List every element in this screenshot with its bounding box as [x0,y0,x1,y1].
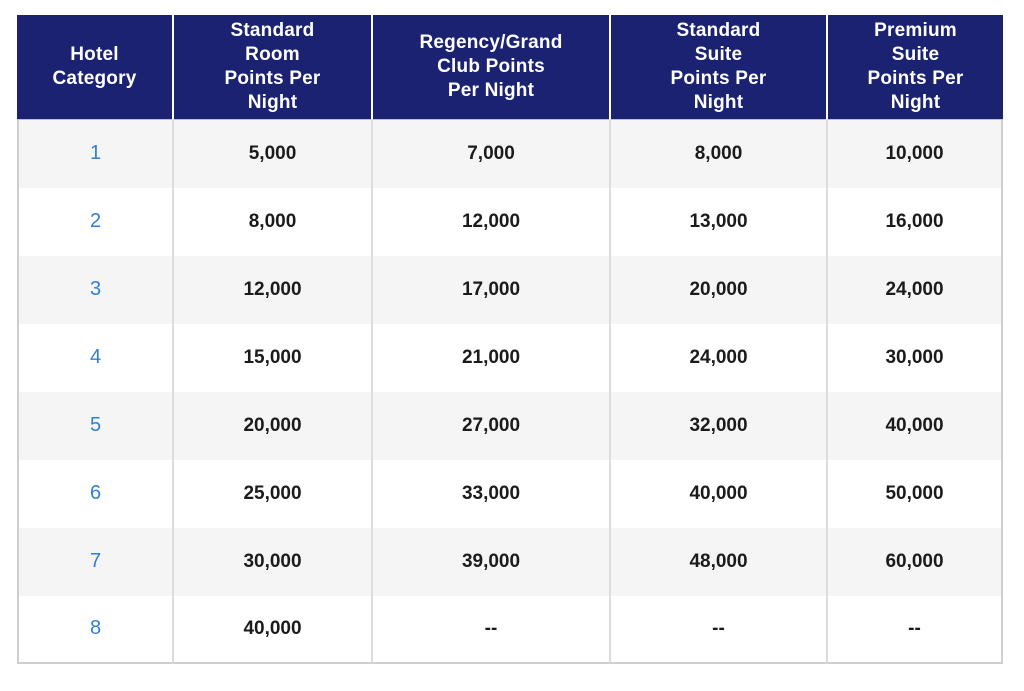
standard-room-points-cell: 25,000 [172,459,371,528]
standard-suite-points-cell: 32,000 [609,391,826,460]
premium-suite-points-cell: 40,000 [826,391,1003,460]
table-row-category-4: 4 15,000 21,000 24,000 30,000 [17,323,1003,392]
table-row-category-6: 6 25,000 33,000 40,000 50,000 [17,459,1003,528]
standard-room-points-cell: 30,000 [172,527,371,596]
premium-suite-points-cell: 60,000 [826,527,1003,596]
category-link[interactable]: 4 [17,323,172,392]
club-points-cell: 21,000 [371,323,609,392]
category-link[interactable]: 6 [17,459,172,528]
standard-room-points-cell: 40,000 [172,595,371,664]
table-row-category-8: 8 40,000 -- -- -- [17,595,1003,664]
premium-suite-points-cell: 24,000 [826,255,1003,324]
standard-room-points-cell: 8,000 [172,187,371,256]
header-row: Hotel Category Standard Room Points Per … [17,15,1003,120]
premium-suite-points-cell: 16,000 [826,187,1003,256]
category-link[interactable]: 1 [17,119,172,188]
table-row-category-1: 1 5,000 7,000 8,000 10,000 [17,119,1003,188]
table-header: Hotel Category Standard Room Points Per … [17,15,1003,120]
standard-room-points-cell: 15,000 [172,323,371,392]
club-points-cell: 7,000 [371,119,609,188]
premium-suite-points-cell: 50,000 [826,459,1003,528]
premium-suite-points-cell: -- [826,595,1003,664]
column-header-premium-suite: Premium Suite Points Per Night [826,15,1003,120]
table-row-category-5: 5 20,000 27,000 32,000 40,000 [17,391,1003,460]
table-row-category-7: 7 30,000 39,000 48,000 60,000 [17,527,1003,596]
standard-suite-points-cell: 8,000 [609,119,826,188]
club-points-cell: 39,000 [371,527,609,596]
club-points-cell: -- [371,595,609,664]
category-link[interactable]: 5 [17,391,172,460]
category-link[interactable]: 2 [17,187,172,256]
category-link[interactable]: 8 [17,595,172,664]
table-row-category-3: 3 12,000 17,000 20,000 24,000 [17,255,1003,324]
club-points-cell: 17,000 [371,255,609,324]
column-header-regency-grand-club: Regency/Grand Club Points Per Night [371,15,609,120]
standard-suite-points-cell: 13,000 [609,187,826,256]
column-header-hotel-category: Hotel Category [17,15,172,120]
club-points-cell: 12,000 [371,187,609,256]
column-header-standard-room: Standard Room Points Per Night [172,15,371,120]
standard-suite-points-cell: 24,000 [609,323,826,392]
premium-suite-points-cell: 30,000 [826,323,1003,392]
standard-suite-points-cell: 48,000 [609,527,826,596]
standard-room-points-cell: 20,000 [172,391,371,460]
standard-room-points-cell: 5,000 [172,119,371,188]
category-link[interactable]: 7 [17,527,172,596]
standard-suite-points-cell: -- [609,595,826,664]
premium-suite-points-cell: 10,000 [826,119,1003,188]
column-header-standard-suite: Standard Suite Points Per Night [609,15,826,120]
points-award-table: Hotel Category Standard Room Points Per … [17,15,1003,664]
table-body: 1 5,000 7,000 8,000 10,000 2 8,000 12,00… [17,119,1003,664]
club-points-cell: 27,000 [371,391,609,460]
standard-suite-points-cell: 20,000 [609,255,826,324]
standard-suite-points-cell: 40,000 [609,459,826,528]
table-row-category-2: 2 8,000 12,000 13,000 16,000 [17,187,1003,256]
standard-room-points-cell: 12,000 [172,255,371,324]
category-link[interactable]: 3 [17,255,172,324]
club-points-cell: 33,000 [371,459,609,528]
